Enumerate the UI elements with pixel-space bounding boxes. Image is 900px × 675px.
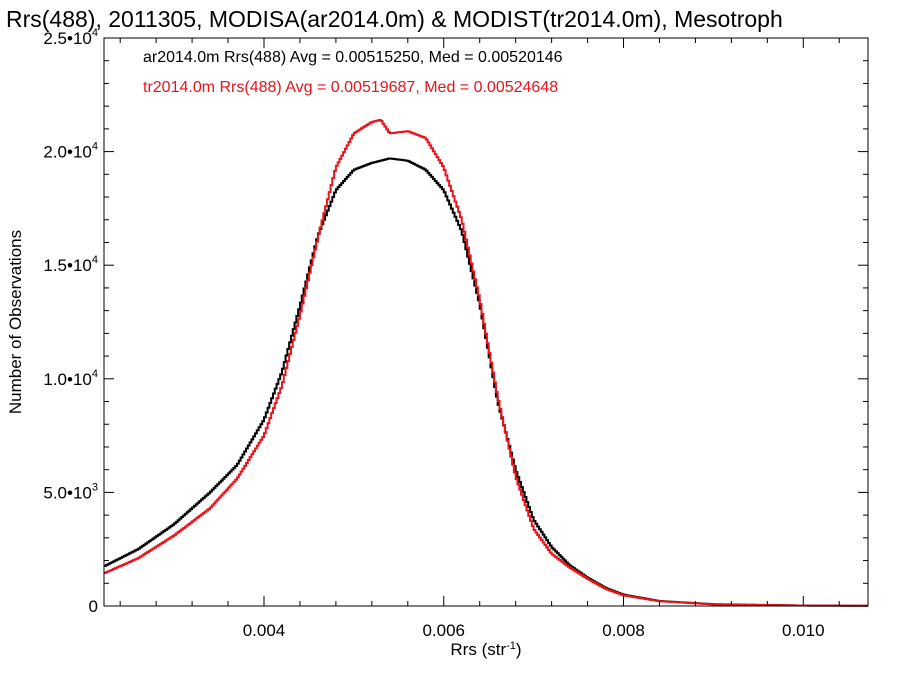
- chart-title: Rrs(488), 2011305, MODISA(ar2014.0m) & M…: [6, 6, 783, 32]
- y-tick-label-5: 2.5•104: [43, 27, 98, 48]
- y-axis-label: Number of Observations: [6, 230, 25, 414]
- annotation-tr2014: tr2014.0m Rrs(488) Avg = 0.00519687, Med…: [143, 79, 558, 96]
- x-tick-label-0: 0.004: [243, 621, 286, 640]
- series-layer: [104, 119, 868, 607]
- y-tick-label-1: 5.0•103: [43, 481, 98, 502]
- x-tick-label-1: 0.006: [422, 621, 465, 640]
- x-axis-label: Rrs (str-1): [450, 640, 521, 659]
- series-line-1: [104, 119, 868, 607]
- x-axis-label-base: Rrs (str: [450, 640, 506, 659]
- y-tick-label-3: 1.5•104: [43, 254, 98, 275]
- y-tick-label-2: 1.0•104: [43, 368, 98, 389]
- x-axis-label-sup: -1: [506, 640, 516, 652]
- annotation-ar2014: ar2014.0m Rrs(488) Avg = 0.00515250, Med…: [143, 49, 563, 66]
- x-tick-label-2: 0.008: [602, 621, 645, 640]
- plot-frame: [103, 37, 869, 607]
- y-tick-label-4: 2.0•104: [43, 141, 98, 162]
- axes-layer: 0 5.0•103 1.0•104 1.5•104 2.0•104 2.5•104 0.00…: [43, 27, 868, 640]
- x-axis-label-close: ): [516, 640, 522, 659]
- x-tick-label-3: 0.010: [782, 621, 825, 640]
- y-tick-label-0: 0: [89, 597, 98, 616]
